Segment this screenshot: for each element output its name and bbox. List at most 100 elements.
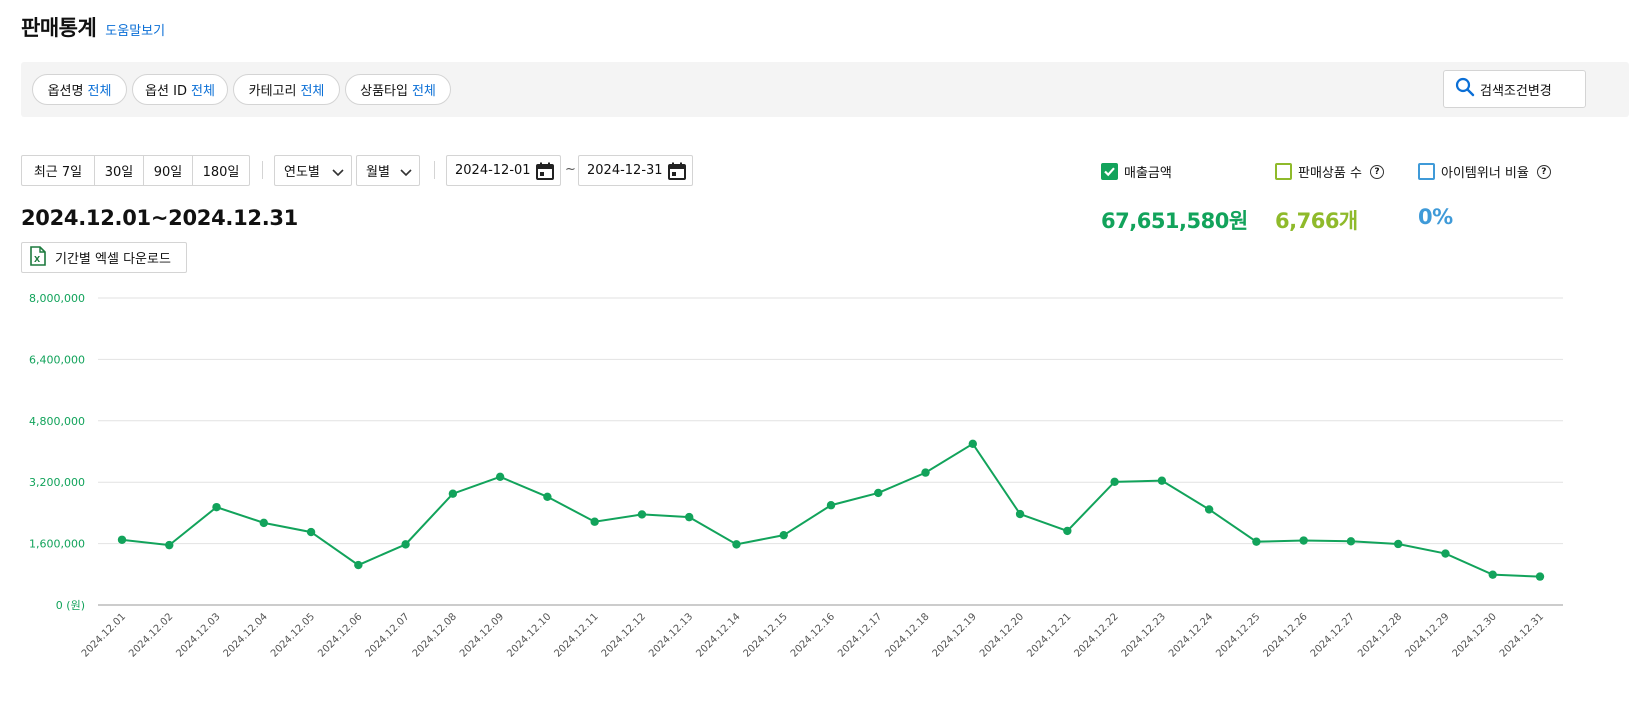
filter-chip-label: 옵션 ID bbox=[145, 84, 187, 99]
help-circle-icon[interactable]: ? bbox=[1369, 164, 1384, 179]
x-tick-label: 2024.12.25 bbox=[1214, 611, 1262, 659]
data-point bbox=[1204, 505, 1214, 514]
x-tick-label: 2024.12.15 bbox=[742, 611, 790, 659]
divider bbox=[262, 161, 263, 179]
metric-winner-ratio: 0% bbox=[1418, 205, 1453, 229]
data-point bbox=[306, 527, 316, 537]
data-point bbox=[165, 540, 174, 550]
metric-items-sold: 6,766개 bbox=[1275, 209, 1358, 233]
x-tick-label: 2024.12.24 bbox=[1167, 611, 1215, 659]
checkbox-checked-icon[interactable] bbox=[1101, 163, 1118, 180]
start-date-value: 2024-12-01 bbox=[455, 163, 531, 178]
end-date-value: 2024-12-31 bbox=[587, 163, 663, 178]
data-point bbox=[495, 472, 505, 482]
legend-item-winner-ratio[interactable]: 아이템위너 비율 ? bbox=[1418, 162, 1551, 181]
y-tick-label: 3,200,000 bbox=[29, 476, 85, 489]
x-tick-label: 2024.12.20 bbox=[978, 611, 1026, 659]
legend-items-sold[interactable]: 판매상품 수 ? bbox=[1275, 162, 1384, 181]
x-tick-label: 2024.12.07 bbox=[363, 611, 411, 659]
period-90days-button[interactable]: 90일 bbox=[144, 156, 193, 185]
monthly-select-label: 월별 bbox=[366, 165, 390, 180]
data-point bbox=[1535, 572, 1545, 581]
data-point bbox=[354, 560, 363, 570]
data-point bbox=[401, 540, 410, 549]
data-point bbox=[259, 518, 268, 528]
legend-sales-amount[interactable]: 매출금액 bbox=[1101, 162, 1172, 181]
data-point bbox=[590, 517, 599, 526]
x-tick-label: 2024.12.03 bbox=[174, 611, 222, 659]
x-tick-label: 2024.12.16 bbox=[789, 611, 837, 659]
data-point bbox=[779, 530, 788, 540]
help-circle-icon[interactable]: ? bbox=[1536, 164, 1551, 179]
data-point bbox=[1015, 509, 1025, 519]
y-tick-label: 8,000,000 bbox=[29, 292, 85, 305]
help-link[interactable]: 도움말보기 bbox=[105, 24, 166, 39]
yearly-select[interactable]: 연도별 bbox=[274, 155, 352, 186]
y-tick-label: 1,600,000 bbox=[29, 538, 85, 551]
x-tick-label: 2024.12.23 bbox=[1120, 611, 1168, 659]
x-tick-label: 2024.12.28 bbox=[1356, 611, 1404, 659]
data-point bbox=[1063, 526, 1072, 536]
filter-chip-value: 전체 bbox=[411, 84, 436, 99]
svg-text:X: X bbox=[34, 255, 41, 264]
x-tick-label: 2024.12.04 bbox=[222, 611, 270, 659]
monthly-select[interactable]: 월별 bbox=[356, 155, 420, 186]
search-icon bbox=[1455, 77, 1475, 101]
data-point bbox=[1346, 537, 1356, 546]
data-point bbox=[448, 489, 458, 498]
data-point bbox=[212, 502, 221, 512]
y-tick-label: 4,800,000 bbox=[29, 415, 85, 428]
checkbox-unchecked-icon[interactable] bbox=[1418, 163, 1435, 180]
x-tick-label: 2024.12.02 bbox=[127, 611, 175, 659]
checkbox-unchecked-icon[interactable] bbox=[1275, 163, 1292, 180]
series-line bbox=[121, 442, 1541, 578]
data-point bbox=[1488, 570, 1497, 579]
data-point bbox=[685, 512, 694, 522]
filter-chip-value: 전체 bbox=[190, 84, 215, 99]
x-tick-label: 2024.12.17 bbox=[836, 611, 884, 659]
x-tick-label: 2024.12.31 bbox=[1498, 611, 1546, 659]
page-header: 판매통계 도움말보기 bbox=[21, 12, 165, 42]
x-tick-label: 2024.12.14 bbox=[694, 611, 742, 659]
x-tick-label: 2024.12.10 bbox=[505, 611, 553, 659]
data-point bbox=[1441, 549, 1450, 558]
x-tick-label: 2024.12.29 bbox=[1403, 611, 1451, 659]
date-range-title: 2024.12.01~2024.12.31 bbox=[21, 206, 298, 230]
filter-bar: 옵션명 전체 옵션 ID 전체 카테고리 전체 상품타입 전체 검색조건변경 bbox=[21, 62, 1629, 117]
x-tick-label: 2024.12.22 bbox=[1072, 611, 1120, 659]
data-point bbox=[1394, 539, 1403, 549]
y-tick-label: 6,400,000 bbox=[29, 353, 85, 366]
filter-chip-label: 상품타입 bbox=[360, 84, 408, 99]
period-7days-button[interactable]: 최근 7일 bbox=[22, 156, 95, 185]
filter-chip-value: 전체 bbox=[300, 84, 325, 99]
legend-label: 매출금액 bbox=[1124, 166, 1172, 181]
filter-chip-option-id[interactable]: 옵션 ID 전체 bbox=[132, 74, 228, 105]
x-tick-label: 2024.12.01 bbox=[80, 611, 128, 659]
data-point bbox=[968, 439, 977, 449]
data-point bbox=[874, 488, 883, 498]
date-range-separator: ~ bbox=[565, 162, 576, 177]
filter-chip-product-type[interactable]: 상품타입 전체 bbox=[345, 74, 451, 105]
page-title: 판매통계 bbox=[21, 16, 97, 40]
excel-download-button[interactable]: X 기간별 엑셀 다운로드 bbox=[21, 242, 187, 273]
excel-file-icon: X bbox=[29, 245, 47, 270]
data-point bbox=[637, 510, 647, 519]
data-point bbox=[117, 535, 127, 544]
change-search-conditions-button[interactable]: 검색조건변경 bbox=[1443, 70, 1586, 108]
x-tick-label: 2024.12.21 bbox=[1025, 611, 1073, 659]
x-tick-label: 2024.12.18 bbox=[883, 611, 931, 659]
filter-chip-option-name[interactable]: 옵션명 전체 bbox=[32, 74, 127, 105]
filter-chip-label: 옵션명 bbox=[47, 84, 84, 99]
period-30days-button[interactable]: 30일 bbox=[95, 156, 144, 185]
filter-chip-category[interactable]: 카테고리 전체 bbox=[233, 74, 340, 105]
start-date-input[interactable]: 2024-12-01 bbox=[446, 155, 561, 186]
end-date-input[interactable]: 2024-12-31 bbox=[578, 155, 693, 186]
data-point bbox=[543, 492, 552, 501]
data-point bbox=[1299, 536, 1308, 545]
period-180days-button[interactable]: 180일 bbox=[202, 165, 240, 180]
data-point bbox=[826, 501, 836, 510]
data-point bbox=[1252, 537, 1261, 546]
x-tick-label: 2024.12.13 bbox=[647, 611, 695, 659]
filter-chip-value: 전체 bbox=[87, 84, 112, 99]
x-tick-label: 2024.12.08 bbox=[411, 611, 459, 659]
